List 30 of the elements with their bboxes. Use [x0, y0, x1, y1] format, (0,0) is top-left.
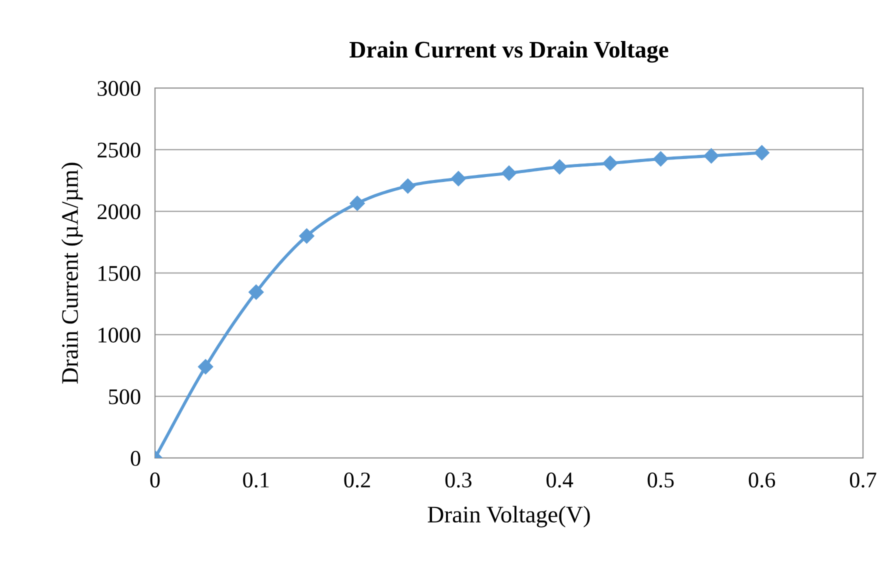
point [450, 171, 466, 186]
point [653, 151, 668, 166]
y-axis-title: Drain Current (µA/µm) [61, 162, 83, 384]
x-tick-label: 0.6 [748, 472, 776, 488]
point [552, 159, 568, 175]
x-tick-label: 0.7 [850, 472, 876, 488]
point [400, 178, 416, 194]
y-tick-label: 3000 [98, 80, 140, 96]
y-tick-label: 0 [130, 450, 140, 466]
x-tick-label: 0.1 [243, 472, 269, 488]
y-tick-label: 2500 [98, 142, 140, 158]
x-tick-label: 0.4 [546, 472, 574, 488]
y-tick-label: 1500 [98, 266, 140, 281]
point [350, 196, 365, 211]
chart-title: Drain Current vs Drain Voltage [350, 41, 668, 63]
point [704, 148, 719, 164]
point [299, 228, 314, 244]
point [198, 359, 214, 374]
x-tick-label: 0.5 [648, 472, 674, 488]
point [248, 284, 264, 300]
point [754, 145, 770, 160]
y-tick-label: 2000 [98, 204, 140, 220]
y-tick-label: 500 [109, 389, 140, 404]
x-axis-title: Drain Voltage(V) [428, 506, 590, 528]
x-tick-label: 0 [150, 472, 160, 488]
x-tick-label: 0.2 [344, 472, 370, 488]
x-tick-label: 0.3 [445, 472, 472, 488]
point [602, 156, 618, 171]
y-tick-label: 1000 [98, 328, 140, 343]
point [501, 166, 517, 181]
